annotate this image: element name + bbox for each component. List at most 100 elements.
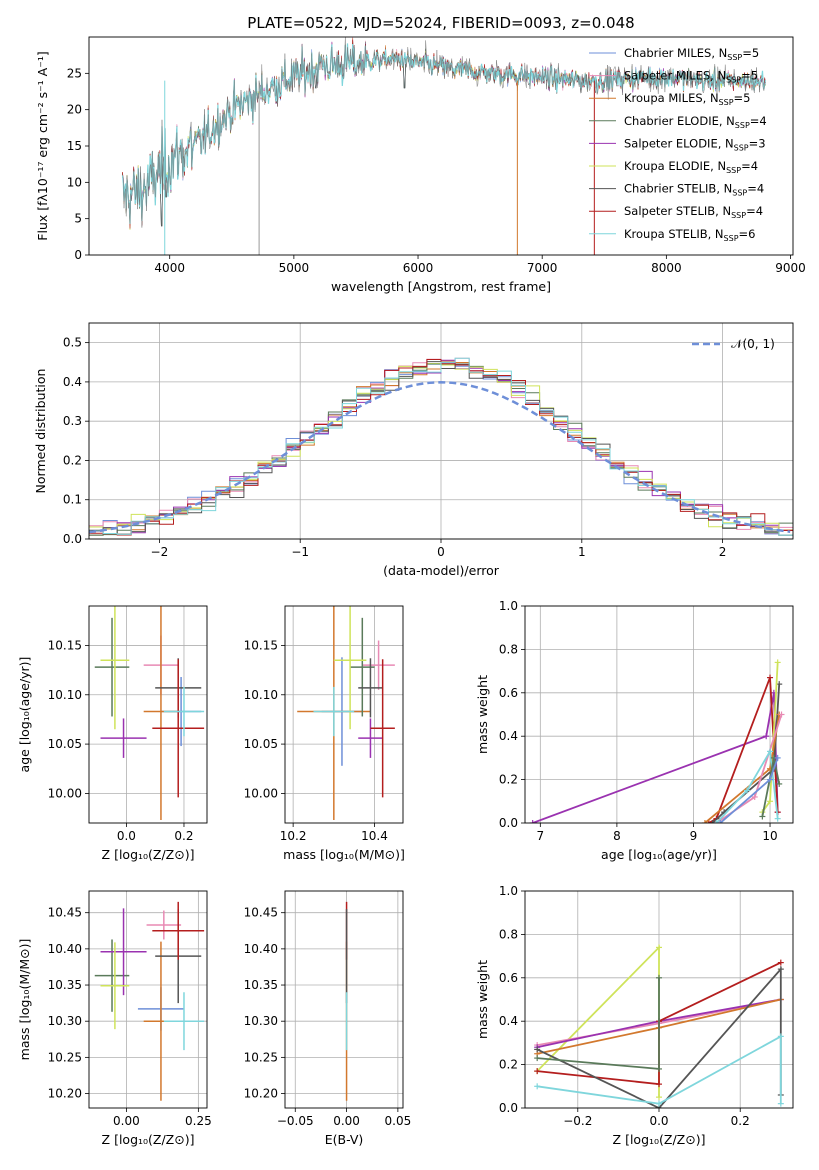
error-point-salpeter_elodie bbox=[100, 908, 147, 996]
error-point-salpeter_elodie bbox=[100, 718, 147, 758]
y-axis-label: Flux [fλ10⁻¹⁷ erg cm⁻² s⁻¹ A⁻¹] bbox=[35, 51, 50, 240]
x-axis-label: E(B-V) bbox=[325, 1132, 364, 1147]
y-axis-label: age [log₁₀(age/yr)] bbox=[17, 657, 32, 773]
y-tick-label: 20 bbox=[67, 103, 82, 117]
y-tick-label: 0 bbox=[74, 248, 82, 262]
y-tick-label: 0.2 bbox=[499, 773, 518, 787]
chart-age_vs_mass: 10.2 10.4 10.00 10.05 10.10 10.15 mass [log₁₀(… bbox=[244, 605, 405, 862]
chart-mass_vs_Z: 0.00 0.25 10.20 10.25 10.30 10.35 10.40 10.45 Z … bbox=[17, 890, 212, 1147]
x-axis-label: (data-model)/error bbox=[383, 563, 500, 578]
x-tick-label: 5000 bbox=[279, 261, 310, 275]
y-tick-label: 1.0 bbox=[499, 884, 518, 898]
y-tick-label: 10.30 bbox=[244, 1014, 278, 1028]
legend-entry: Salpeter ELODIE, NSSP=3 bbox=[624, 136, 766, 152]
x-axis-label: Z [log₁₀(Z/Z⊙)] bbox=[102, 1132, 195, 1147]
x-tick-label: 0.00 bbox=[333, 1114, 360, 1128]
x-tick-label: 4000 bbox=[154, 261, 185, 275]
x-axis-label: Z [log₁₀(Z/Z⊙)] bbox=[613, 1132, 706, 1147]
axes-frame bbox=[88, 605, 208, 824]
grid bbox=[525, 605, 793, 824]
legend-entry: Salpeter MILES, NSSP=5 bbox=[624, 69, 758, 85]
error-point-salpeter_miles bbox=[362, 640, 395, 690]
y-tick-label: 10.00 bbox=[48, 786, 82, 800]
legend-entry: Chabrier STELIB, NSSP=4 bbox=[624, 182, 764, 198]
x-tick-label: 10.2 bbox=[280, 829, 307, 843]
axes-frame bbox=[524, 890, 794, 1109]
plot-area bbox=[121, 37, 766, 255]
error-point-kroupa_elodie bbox=[100, 606, 130, 730]
spectrum-data bbox=[122, 37, 766, 228]
x-axis-label: wavelength [Angstrom, rest frame] bbox=[331, 279, 551, 294]
y-tick-label: 10.00 bbox=[244, 786, 278, 800]
legend-entry: Salpeter STELIB, NSSP=4 bbox=[624, 204, 763, 220]
error-point-kroupa_elodie bbox=[333, 606, 367, 730]
x-tick-label: −0.05 bbox=[277, 1114, 314, 1128]
x-tick-label: 9 bbox=[690, 829, 698, 843]
y-tick-label: 0.4 bbox=[499, 729, 518, 743]
y-tick-label: 0.1 bbox=[63, 493, 82, 507]
y-axis-label: mass weight bbox=[475, 675, 490, 754]
y-axis-label: mass [log₁₀(M/M⊙)] bbox=[17, 939, 32, 1061]
y-tick-label: 1.0 bbox=[499, 599, 518, 613]
chart-mass_vs_ebv: −0.05 0.00 0.05 10.20 10.25 10.30 10.35 10.40 10… bbox=[244, 890, 411, 1147]
error-point-kroupa_stelib bbox=[163, 686, 205, 737]
y-tick-label: 10.45 bbox=[244, 906, 278, 920]
plot-area bbox=[297, 606, 395, 821]
legend-entry: Kroupa ELODIE, NSSP=4 bbox=[624, 159, 758, 175]
grid bbox=[89, 891, 207, 1108]
axes-frame bbox=[88, 890, 208, 1109]
y-tick-label: 10.35 bbox=[244, 978, 278, 992]
x-tick-label: 0.0 bbox=[117, 829, 136, 843]
error-point-salpeter_stelib bbox=[152, 659, 205, 798]
y-tick-label: 10 bbox=[67, 175, 82, 189]
x-tick-label: 0.25 bbox=[185, 1114, 212, 1128]
grid bbox=[89, 606, 207, 823]
x-axis-label: Z [log₁₀(Z/Z⊙)] bbox=[102, 847, 195, 862]
axes-frame bbox=[88, 322, 794, 540]
y-tick-label: 0.3 bbox=[63, 414, 82, 428]
y-tick-label: 0.2 bbox=[499, 1058, 518, 1072]
error-point-kroupa_stelib bbox=[313, 686, 355, 737]
y-tick-label: 0.6 bbox=[499, 971, 518, 985]
y-tick-label: 25 bbox=[67, 66, 82, 80]
x-axis-label: mass [log₁₀(M/M⊙)] bbox=[283, 847, 405, 862]
y-tick-label: 10.30 bbox=[48, 1014, 82, 1028]
y-tick-label: 10.15 bbox=[48, 638, 82, 652]
error-point-salpeter_stelib bbox=[152, 901, 205, 960]
chart-title: PLATE=0522, MJD=52024, FIBERID=0093, z=0… bbox=[247, 14, 634, 32]
y-tick-label: 10.40 bbox=[48, 942, 82, 956]
legend-entry: Kroupa STELIB, NSSP=6 bbox=[624, 227, 755, 243]
x-tick-label: 0.00 bbox=[113, 1114, 140, 1128]
y-tick-label: 15 bbox=[67, 139, 82, 153]
weight-series-chabrier_elodie bbox=[537, 977, 660, 1070]
error-point-kroupa_elodie bbox=[100, 942, 130, 1030]
x-tick-label: 0.2 bbox=[174, 829, 193, 843]
plot-area bbox=[94, 606, 205, 821]
x-tick-label: 2 bbox=[719, 545, 727, 559]
legend-entry: Chabrier MILES, NSSP=5 bbox=[624, 46, 759, 62]
x-tick-label: −1 bbox=[291, 545, 309, 559]
weight-series-kroupa_elodie bbox=[536, 945, 660, 1098]
error-point-salpeter_stelib bbox=[370, 659, 395, 798]
y-tick-label: 10.05 bbox=[244, 737, 278, 751]
error-point-salpeter_miles bbox=[146, 910, 182, 940]
y-axis-label: Normed distribution bbox=[33, 369, 48, 494]
x-tick-label: 1 bbox=[578, 545, 586, 559]
legend: Chabrier MILES, NSSP=5 Salpeter MILES, NS… bbox=[589, 46, 767, 243]
chart-residuals: −2 −1 0 1 2 0.0 0.1 0.2 0.3 0.4 0.5 (data-model)/er… bbox=[33, 322, 794, 578]
legend-entry: Kroupa MILES, NSSP=5 bbox=[624, 91, 750, 107]
y-axis-label: mass weight bbox=[475, 960, 490, 1039]
y-tick-label: 10.20 bbox=[244, 1087, 278, 1101]
x-tick-label: 8 bbox=[613, 829, 621, 843]
normal-curve bbox=[89, 381, 791, 534]
y-tick-label: 10.15 bbox=[244, 638, 278, 652]
x-tick-label: 0 bbox=[437, 545, 445, 559]
y-tick-label: 10.25 bbox=[244, 1050, 278, 1064]
x-tick-label: 6000 bbox=[403, 261, 434, 275]
plot-area bbox=[529, 659, 785, 823]
y-tick-label: 10.45 bbox=[48, 906, 82, 920]
x-tick-label: −2 bbox=[151, 545, 169, 559]
y-tick-label: 10.40 bbox=[244, 942, 278, 956]
legend: 𝒩(0, 1) bbox=[692, 337, 775, 351]
